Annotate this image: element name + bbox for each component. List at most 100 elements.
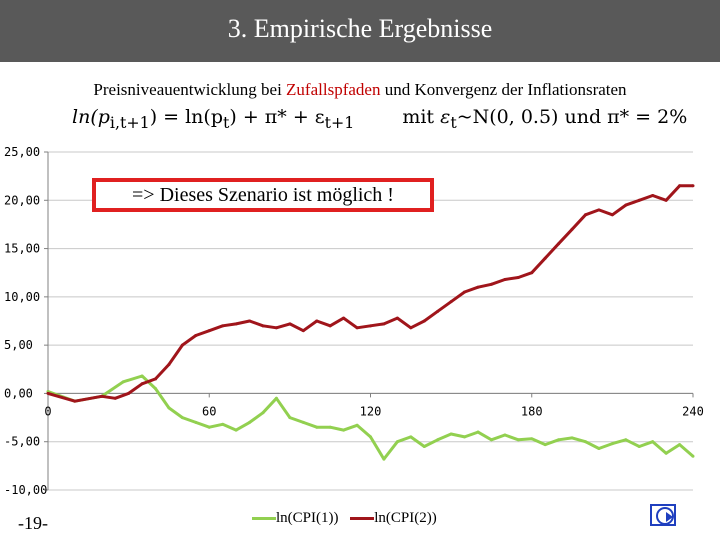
data-point-series-1 [194,420,198,424]
y-tick-label: 0,00 [4,386,33,400]
slide-number: -19- [18,513,48,533]
data-point-series-1 [328,425,332,429]
data-point-series-2 [610,213,614,217]
nav-forward-icon [656,507,674,525]
data-point-series-1 [489,438,493,442]
data-point-series-1 [678,443,682,447]
chart-legend: ln(CPI(1)) ln(CPI(2)) [252,510,445,527]
y-tick-label: -10,00 [4,483,47,497]
legend-swatch-cpi2 [350,517,375,521]
data-point-series-1 [288,416,292,420]
data-point-series-1 [476,430,480,434]
data-point-series-1 [395,440,399,444]
data-point-series-2 [463,290,467,294]
data-point-series-1 [503,433,507,437]
data-point-series-1 [342,428,346,432]
data-point-series-2 [355,326,359,330]
data-point-series-1 [140,374,144,378]
data-point-series-1 [167,406,171,410]
data-point-series-2 [328,324,332,328]
series-line-2 [47,184,693,403]
data-point-series-1 [651,440,655,444]
data-point-series-2 [127,391,131,395]
data-point-series-2 [234,322,238,326]
formula-eps-sub: t [450,112,457,132]
data-point-series-1 [436,438,440,442]
data-point-series-2 [530,271,534,275]
callout-box: => Dieses Szenario ist möglich ! [92,178,434,212]
data-point-series-1 [234,428,238,432]
x-tick-label: 120 [360,404,382,418]
data-point-series-2 [167,362,171,366]
chart-subtitle: Preisniveauentwicklung bei Zufallspfaden… [0,80,720,100]
data-point-series-2 [449,300,453,304]
data-point-series-2 [476,285,480,289]
data-point-series-2 [570,227,574,231]
data-point-series-1 [691,454,695,458]
legend-item-cpi1: ln(CPI(1)) [252,510,339,527]
data-point-series-1 [597,446,601,450]
y-tick-label: 5,00 [4,338,33,352]
data-point-series-2 [382,322,386,326]
data-point-series-1 [121,380,125,384]
nav-forward-button[interactable] [650,504,676,526]
data-point-series-2 [409,326,413,330]
data-point-series-2 [207,329,211,333]
data-point-series-1 [154,387,157,391]
subtitle-highlight: Zufallspfaden [286,80,381,99]
data-point-series-2 [301,329,305,333]
data-point-series-2 [73,399,77,403]
formula-rest: ) + π* + ε [229,106,325,128]
data-point-series-1 [248,420,252,424]
data-point-series-2 [315,319,319,323]
data-point-series-2 [597,208,601,212]
data-point-series-2 [691,184,695,188]
data-point-series-1 [610,442,614,446]
data-point-series-1 [315,425,319,429]
data-point-series-2 [180,343,184,347]
formula-mid-sub: t [223,112,230,132]
data-point-series-2 [248,319,252,323]
y-tick-label: 15,00 [4,242,40,256]
data-point-series-1 [369,435,372,439]
data-point-series-1 [180,416,184,420]
legend-label-cpi2: ln(CPI(2)) [374,510,437,526]
data-point-series-1 [274,396,278,400]
data-point-series-1 [382,457,386,461]
data-point-series-1 [301,420,305,424]
data-point-series-1 [530,437,534,441]
y-tick-label: 25,00 [4,145,40,159]
data-point-series-1 [409,435,413,439]
data-point-series-2 [637,198,641,202]
series-line-1 [47,374,694,461]
data-point-series-1 [584,440,587,444]
formula-left: ln(p [72,106,110,128]
data-point-series-2 [422,319,426,323]
data-point-series-1 [557,438,561,442]
data-point-series-2 [113,396,117,400]
legend-swatch-cpi1 [252,517,276,521]
data-point-series-2 [664,198,668,202]
legend-label-cpi1: ln(CPI(1)) [276,510,339,526]
formula-eps: ε [440,106,451,128]
data-point-series-1 [422,445,426,449]
data-point-series-2 [369,324,372,328]
x-tick-label: 0 [44,404,51,418]
data-point-series-2 [624,203,628,207]
x-tick-label: 60 [202,404,216,418]
formula-left-sub: i,t+1 [109,112,150,132]
data-point-series-2 [342,316,346,320]
data-point-series-2 [489,282,493,286]
data-point-series-2 [557,242,561,246]
model-formula: ln(pi,t+1) = ln(pt) + π* + εt+1 mit εt~N(… [72,106,687,132]
data-point-series-2 [154,377,157,381]
data-point-series-2 [503,277,507,281]
formula-rest-sub: t+1 [324,112,355,132]
data-point-series-1 [624,438,628,442]
formula-mit: mit [402,106,435,128]
data-point-series-1 [449,432,453,436]
x-tick-label: 240 [682,404,704,418]
data-point-series-1 [664,451,668,455]
data-point-series-2 [46,391,50,395]
data-point-series-2 [651,193,655,197]
